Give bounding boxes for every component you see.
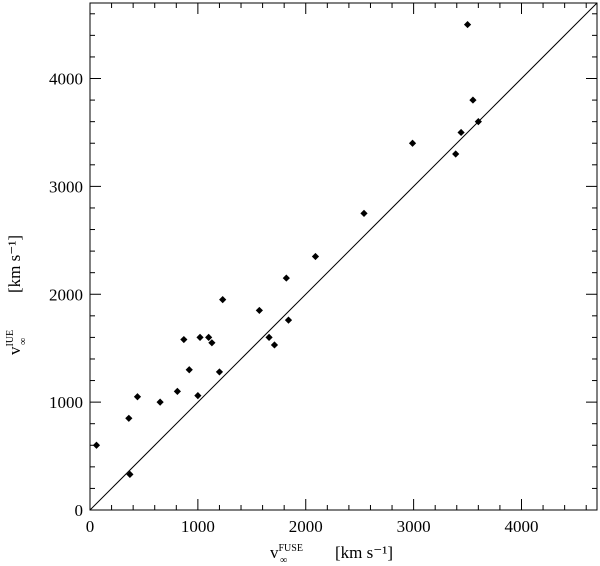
data-point (457, 128, 465, 137)
plot-frame (89, 2, 598, 511)
y-tick-label: 3000 (49, 177, 83, 196)
data-point (360, 209, 368, 217)
x-tick-label: 0 (86, 517, 95, 536)
x-tick-label: 2000 (289, 517, 323, 536)
y-tick-label: 4000 (49, 70, 83, 89)
one-to-one-line (89, 2, 598, 511)
data-point (265, 333, 273, 342)
data-point (156, 398, 164, 406)
data-point (205, 333, 213, 342)
data-point (408, 139, 417, 147)
tick-labels: 0 1000 2000 3000 4000 0 1000 2000 3000 4000 (49, 70, 538, 536)
y-tick-label: 2000 (49, 285, 83, 304)
data-point (219, 296, 227, 304)
x-tick-label: 3000 (397, 517, 431, 536)
data-point (185, 366, 193, 374)
data-point (255, 306, 263, 315)
data-points (92, 20, 482, 479)
data-point (284, 316, 293, 324)
data-point (133, 393, 142, 401)
data-point (180, 335, 188, 344)
data-point (208, 339, 216, 347)
x-axis-label: vFUSE (270, 543, 303, 562)
data-point (452, 150, 460, 158)
x-tick-label: 1000 (181, 517, 215, 536)
data-point (125, 414, 133, 422)
data-point (92, 441, 101, 449)
x-axis-units: [km s⁻¹] (335, 543, 393, 562)
axis-ticks (89, 3, 597, 511)
data-point (463, 20, 472, 29)
y-tick-label: 0 (75, 501, 84, 520)
data-point (173, 387, 181, 395)
y-axis-label-main: v (5, 346, 24, 355)
data-point (126, 470, 134, 479)
data-point (270, 341, 279, 349)
x-axis-label-sub: ∞ (280, 555, 287, 566)
y-axis-label-sub: ∞ (18, 338, 29, 345)
x-axis-label-main: v (270, 543, 279, 562)
x-axis-label-sup: FUSE (279, 543, 303, 554)
data-point (311, 252, 320, 261)
data-point (215, 368, 224, 376)
x-tick-label: 4000 (504, 517, 538, 536)
y-axis-label: vIUE (5, 330, 24, 355)
y-axis-label-group: vIUE ∞ [km s⁻¹] (5, 235, 29, 355)
y-axis-label-sup: IUE (5, 330, 16, 347)
y-tick-label: 1000 (49, 393, 83, 412)
data-point (196, 333, 204, 342)
data-point (474, 118, 482, 126)
y-axis-units: [km s⁻¹] (5, 235, 24, 293)
data-point (282, 274, 290, 282)
data-point (194, 392, 202, 400)
data-point (469, 96, 477, 104)
